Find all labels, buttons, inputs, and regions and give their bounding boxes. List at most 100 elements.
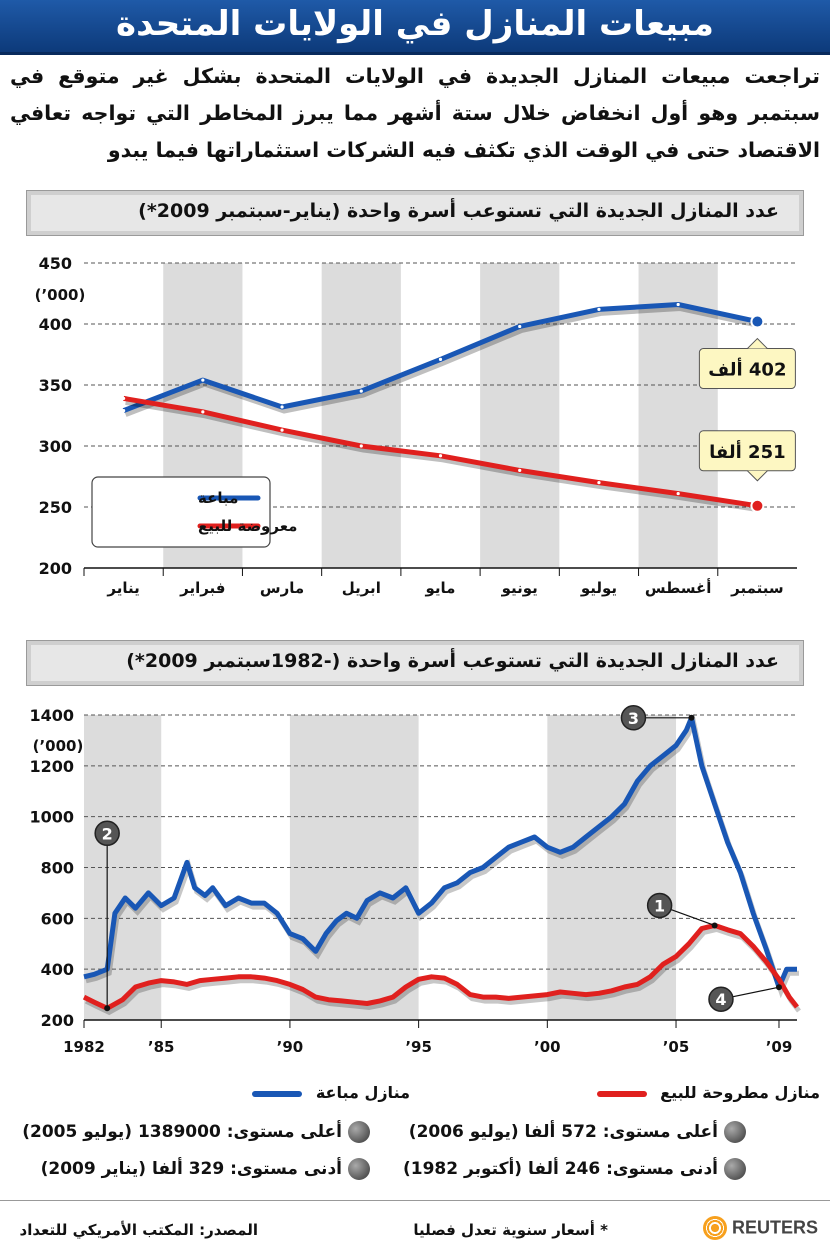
chart1-legend-label: مباعة	[198, 489, 238, 507]
chart2-ytick: 1200	[29, 757, 74, 776]
chart1-point	[438, 454, 443, 458]
stat-3-marker	[348, 1121, 370, 1143]
chart2-marker-label: 3	[628, 709, 639, 728]
chart1-point	[597, 481, 601, 485]
reuters-sun-icon	[702, 1216, 727, 1240]
chart1-series-shadow	[125, 399, 760, 513]
stat-4-text: أدنى مستوى: 329 ألفا (يناير 2009)	[40, 1159, 342, 1179]
chart2-xtick-label: ’95	[405, 1038, 432, 1056]
chart1-xtick-label: يناير	[106, 579, 139, 597]
chart1-xtick-label: يوليو	[580, 579, 617, 597]
intro-paragraph: تراجعت مبيعات المنازل الجديدة في الولايا…	[10, 64, 820, 162]
chart2-ytick: 200	[41, 1011, 74, 1030]
chart1-point	[201, 410, 205, 414]
chart2-series-shadow	[85, 713, 799, 999]
chart2-marker-label: 1	[654, 896, 665, 915]
legend-for-sale-label: منازل مطروحة للبيع	[660, 1083, 820, 1102]
chart2-marker-point	[711, 922, 718, 929]
chart1-xtick-label: أغسطس	[645, 578, 711, 597]
chart2-marker-circle	[646, 892, 673, 919]
chart1-point	[359, 389, 363, 393]
chart1-point	[518, 468, 522, 472]
chart1-ytick: 350	[39, 376, 72, 395]
chart2-xtick-label: ’00	[534, 1038, 561, 1056]
chart1-ytick: 200	[39, 559, 72, 578]
chart1-ylabel: (’000)	[35, 286, 86, 304]
chart1-callout-text: 402 ألف	[708, 358, 786, 381]
legend-sold: منازل مباعة	[252, 1083, 410, 1102]
chart1-point	[676, 302, 680, 307]
chart1-point	[280, 405, 284, 409]
chart2-marker-point	[104, 1005, 111, 1012]
chart2-ytick: 1000	[29, 808, 74, 827]
footer-note: * أسعار سنوية تعدل فصليا	[413, 1221, 608, 1239]
legend-sold-swatch	[252, 1090, 303, 1097]
chart1-callout-pointer	[747, 337, 768, 349]
chart2-marker-circle	[620, 705, 647, 731]
chart1-legend-label: معروضة للبيع	[198, 517, 297, 535]
chart2-marker-circle	[94, 820, 120, 847]
stat-4: أدنى مستوى: 329 ألفا (يناير 2009)	[41, 1158, 370, 1180]
chart1-xtick-label: فبراير	[179, 579, 225, 597]
chart1-xtick-label: سبتمبر	[730, 579, 784, 597]
chart1-point	[122, 409, 126, 413]
chart2-xtick-label: ’05	[663, 1038, 690, 1056]
chart1-callout-pointer	[747, 470, 768, 482]
chart2-xtick-label: 1982	[63, 1038, 105, 1056]
chart1-series-shadow	[124, 305, 760, 417]
footer-divider	[0, 1200, 830, 1201]
chart1-point	[438, 357, 443, 361]
stat-4-marker	[348, 1158, 370, 1180]
banner: مبيعات المنازل في الولايات المتحدة	[0, 0, 830, 55]
chart1-ytick: 450	[39, 254, 72, 273]
chart1-point	[359, 444, 363, 448]
chart2-ylabel: (’000)	[33, 737, 84, 755]
chart1-ytick: 300	[39, 437, 72, 456]
stat-1-text: أعلى مستوى: 572 ألفا (يوليو 2006)	[408, 1122, 718, 1142]
chart1-title: عدد المنازل الجديدة التي تستوعب أسرة واح…	[138, 200, 779, 222]
chart1-band	[638, 263, 718, 568]
stat-3-text: أعلى مستوى: 1389000 (يوليو 2005)	[22, 1122, 342, 1142]
chart2-ytick: 1400	[29, 706, 74, 725]
chart1-ytick: 400	[39, 315, 72, 334]
chart2-marker-label: 4	[715, 990, 726, 1009]
chart2-xtick-label: ’09	[766, 1038, 793, 1056]
chart1-xtick-label: مايو	[425, 579, 456, 597]
chart1-point	[122, 396, 126, 401]
reuters-logo: REUTERS	[702, 1216, 818, 1240]
banner-title: مبيعات المنازل في الولايات المتحدة	[116, 4, 714, 44]
chart2-title-box: عدد المنازل الجديدة التي تستوعب أسرة واح…	[26, 640, 804, 686]
chart1-ytick: 250	[39, 498, 72, 517]
chart1-end-marker	[750, 314, 765, 329]
footer-source: المصدر: المكتب الأمريكي للتعداد	[19, 1221, 258, 1239]
chart2-series-shadow	[84, 926, 801, 1016]
chart2-series-line	[82, 922, 799, 1011]
reuters-wordmark: REUTERS	[731, 1217, 818, 1238]
chart1-point	[597, 307, 601, 311]
stat-3: أعلى مستوى: 1389000 (يوليو 2005)	[22, 1121, 370, 1143]
stat-2: أدنى مستوى: 246 ألفا (أكتوبر 1982)	[403, 1158, 746, 1180]
chart2-marker-label: 2	[102, 824, 113, 843]
legend-for-sale-swatch	[596, 1090, 647, 1097]
legend-sold-label: منازل مباعة	[315, 1083, 410, 1102]
stat-2-marker	[724, 1158, 746, 1180]
chart1-xtick-label: يونيو	[501, 579, 538, 597]
chart2-xtick-label: ’85	[148, 1038, 175, 1056]
chart1-band	[321, 263, 401, 568]
stat-1: أعلى مستوى: 572 ألفا (يوليو 2006)	[409, 1121, 746, 1143]
chart2-series-line	[83, 715, 797, 990]
chart1-band	[480, 263, 560, 568]
chart1-callout-text: 251 ألفا	[709, 440, 786, 463]
chart1-end-marker	[750, 498, 765, 513]
chart2-ytick: 800	[41, 859, 74, 878]
chart1-point	[280, 428, 284, 432]
chart1-legend-box	[91, 476, 271, 548]
legend-for-sale: منازل مطروحة للبيع	[596, 1083, 820, 1102]
chart1-point	[201, 378, 205, 382]
chart1-xtick-label: ابريل	[342, 579, 381, 597]
chart1-point	[518, 324, 522, 329]
chart2-ytick: 600	[41, 909, 74, 928]
chart1-title-box: عدد المنازل الجديدة التي تستوعب أسرة واح…	[26, 190, 804, 236]
chart2: 200 400 600 800 1000 1200 1400 (’000) 1982 ’85 ’90…	[29, 705, 801, 1056]
chart2-xtick-label: ’90	[277, 1038, 304, 1056]
